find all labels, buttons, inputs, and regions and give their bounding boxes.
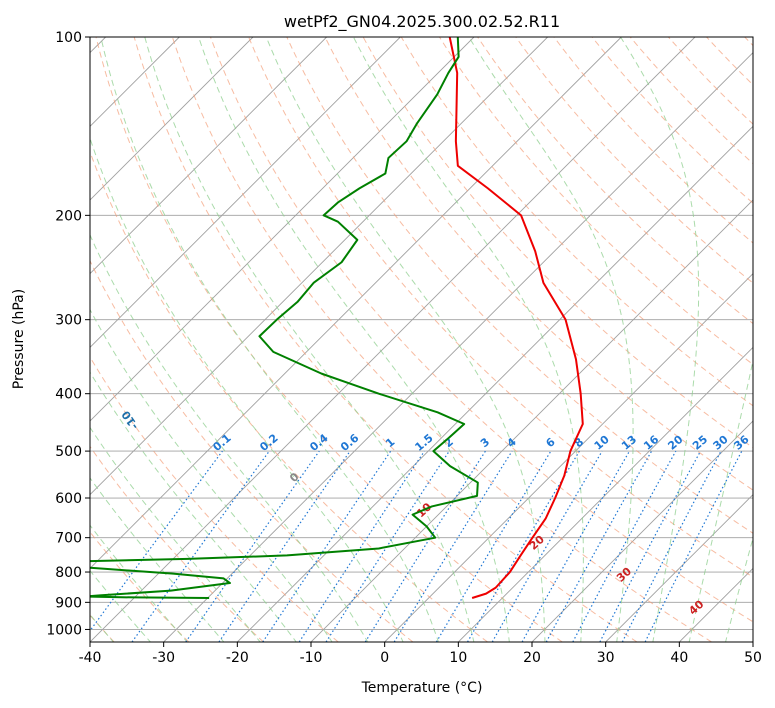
dry-adiabat-line	[133, 37, 638, 642]
chart-title: wetPf2_GN04.2025.300.02.52.R11	[284, 12, 560, 32]
y-axis-label: Pressure (hPa)	[11, 289, 27, 389]
dry-adiabat-line	[324, 37, 753, 491]
mixing-ratio-line	[262, 450, 392, 642]
moist-adiabat-line	[90, 569, 152, 642]
moist-adiabat-line	[90, 136, 404, 642]
y-tick-label: 900	[55, 595, 82, 611]
isotherm-line	[90, 37, 401, 348]
dry-adiabat-line	[90, 445, 264, 642]
isotherm-line	[90, 37, 327, 275]
moist-adiabat-line	[688, 358, 753, 642]
y-tick-label: 1000	[46, 622, 82, 638]
mixing-ratio-line	[90, 450, 223, 632]
temperature-profile	[448, 37, 584, 599]
mixing-ratio-line	[185, 450, 320, 642]
x-tick-label: 10	[449, 650, 467, 666]
isotherm-line	[531, 420, 753, 642]
y-tick-label: 800	[55, 565, 82, 581]
profile-lines	[90, 37, 584, 600]
x-tick-label: 40	[670, 650, 688, 666]
mixing-ratio-line	[521, 450, 631, 642]
moist-adiabat-line	[144, 37, 475, 642]
x-tick-label: -20	[226, 650, 249, 666]
moist-adiabat-line	[620, 37, 700, 642]
moist-adiabat-line	[90, 371, 297, 642]
dry-adiabat-line	[286, 37, 753, 534]
isotherm-line	[458, 346, 753, 642]
x-tick-label: -10	[300, 650, 323, 666]
isotherm-line	[90, 37, 254, 201]
isotherm-line	[90, 37, 548, 496]
y-tick-label: 500	[55, 444, 82, 460]
moist-adiabat-line	[90, 477, 225, 642]
mixing-ratio-line	[298, 450, 425, 642]
isotherm-line	[752, 641, 753, 642]
mixing-ratio-line	[644, 450, 743, 642]
moist-adiabat-line	[725, 536, 753, 642]
dry-adiabat-line	[90, 259, 414, 642]
moist-adiabat-line	[90, 524, 188, 642]
isotherm-line	[90, 37, 696, 642]
plot-frame	[89, 36, 754, 643]
mixing-ratio-line	[131, 450, 270, 642]
dry-adiabat-line	[171, 37, 712, 642]
x-tick-label: 20	[523, 650, 541, 666]
x-tick-label: 0	[380, 650, 389, 666]
dry-adiabat-line	[90, 356, 339, 642]
isotherm-line	[605, 494, 753, 642]
axis-ticks: -40 -30 -20 -10 0 10 20 30 40 50 100 200 300 400 500 60…	[46, 30, 762, 666]
isotherm-line	[384, 273, 753, 642]
y-tick-label: 300	[55, 313, 82, 329]
moist-adiabat-line	[90, 426, 261, 642]
dewpoint-profile	[90, 37, 479, 600]
moist-adiabat-line	[100, 37, 440, 642]
x-tick-label: -40	[79, 650, 102, 666]
isotherm-line	[90, 37, 622, 569]
moist-adiabat-line	[265, 37, 546, 642]
dry-adiabat-line	[248, 37, 753, 578]
dry-adiabat-line	[515, 37, 753, 284]
isotherm-line	[90, 37, 475, 422]
x-axis-label: Temperature (°C)	[361, 680, 483, 696]
moist-adiabat-line	[468, 37, 634, 642]
moist-adiabat-line	[198, 37, 510, 642]
background-lines	[90, 37, 753, 642]
y-tick-label: 600	[55, 491, 82, 507]
x-tick-label: -30	[152, 650, 175, 666]
y-tick-label: 100	[55, 30, 82, 46]
mixing-ratio-line	[545, 450, 653, 642]
isotherm-line	[163, 52, 753, 642]
moist-adiabat-line	[90, 308, 333, 642]
x-tick-label: 30	[597, 650, 615, 666]
mixing-ratio-line	[393, 450, 513, 642]
y-tick-label: 700	[55, 531, 82, 547]
y-tick-label: 400	[55, 387, 82, 403]
x-tick-label: 50	[744, 650, 762, 666]
dry-adiabat-line	[95, 37, 563, 642]
mixing-ratio-line	[572, 450, 677, 642]
isotherm-line	[237, 125, 753, 642]
y-tick-label: 200	[55, 208, 82, 224]
moist-adiabat-line	[90, 233, 369, 642]
mixing-ratio-line	[325, 450, 450, 642]
mixing-ratio-line	[218, 450, 351, 642]
